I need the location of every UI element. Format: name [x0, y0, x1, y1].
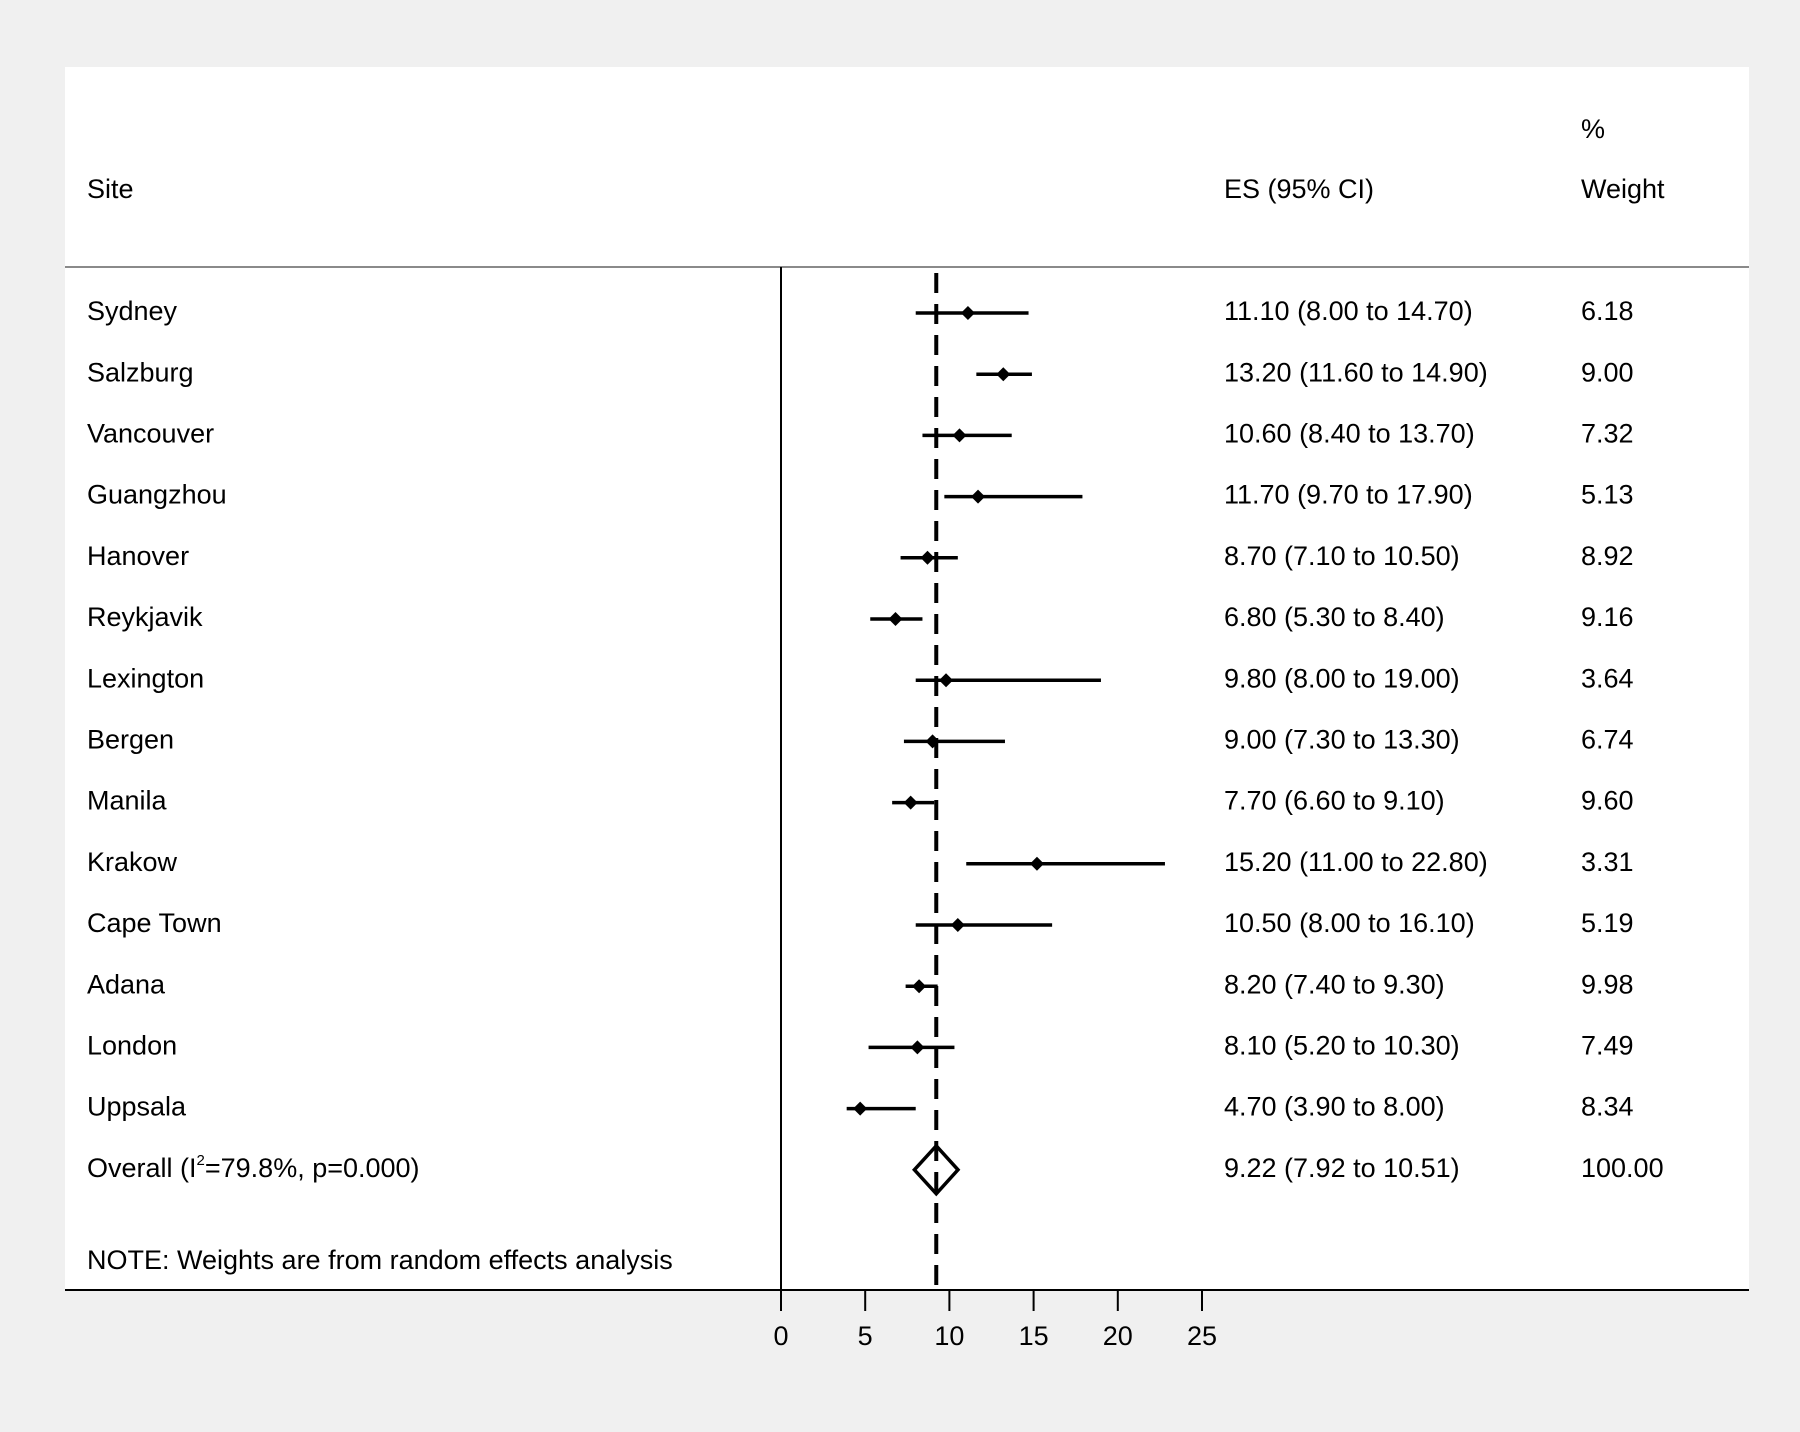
x-tick-label: 15: [1019, 1321, 1049, 1351]
site-label: Krakow: [87, 847, 178, 877]
es-label: 4.70 (3.90 to 8.00): [1224, 1092, 1445, 1122]
header-site: Site: [87, 174, 134, 204]
plot-panel: [65, 67, 1749, 1290]
es-point: [888, 612, 903, 626]
weight-label: 6.18: [1581, 296, 1634, 326]
weight-label: 7.32: [1581, 419, 1634, 449]
es-label: 9.00 (7.30 to 13.30): [1224, 725, 1460, 755]
es-label: 8.20 (7.40 to 9.30): [1224, 969, 1445, 999]
overall-diamond: [912, 1143, 961, 1197]
es-label: 10.60 (8.40 to 13.70): [1224, 419, 1475, 449]
weight-label: 7.49: [1581, 1031, 1634, 1061]
site-label: Hanover: [87, 541, 189, 571]
es-point: [950, 918, 965, 932]
es-point: [912, 979, 927, 994]
es-point: [903, 795, 918, 810]
es-point: [952, 428, 967, 443]
header-es: ES (95% CI): [1224, 174, 1374, 204]
weight-label: 3.64: [1581, 663, 1634, 693]
es-point: [853, 1101, 868, 1116]
site-label: Lexington: [87, 663, 204, 693]
site-label: Vancouver: [87, 419, 214, 449]
es-label: 11.10 (8.00 to 14.70): [1224, 296, 1473, 326]
es-label: 10.50 (8.00 to 16.10): [1224, 908, 1475, 938]
site-label: Manila: [87, 786, 168, 816]
note-text: NOTE: Weights are from random effects an…: [87, 1245, 673, 1275]
weight-label: 9.16: [1581, 602, 1634, 632]
es-point: [939, 673, 954, 688]
header-weight-percent: %: [1581, 114, 1605, 144]
weight-label: 9.00: [1581, 357, 1634, 387]
es-label: 15.20 (11.00 to 22.80): [1224, 847, 1488, 877]
es-label: 13.20 (11.60 to 14.90): [1224, 357, 1488, 387]
site-label: Guangzhou: [87, 480, 227, 510]
header-weight: Weight: [1581, 174, 1665, 204]
es-point: [1029, 856, 1044, 871]
overall-label: Overall (I2=79.8%, p=0.000): [87, 1152, 420, 1183]
weight-label: 6.74: [1581, 725, 1634, 755]
es-label: 9.80 (8.00 to 19.00): [1224, 663, 1460, 693]
es-label: 7.70 (6.60 to 9.10): [1224, 786, 1445, 816]
overall-weight-label: 100.00: [1581, 1153, 1664, 1183]
es-point: [996, 367, 1011, 382]
es-point: [920, 550, 935, 565]
es-point: [971, 489, 986, 504]
site-label: Reykjavik: [87, 602, 203, 632]
es-point: [960, 306, 975, 320]
x-tick-label: 25: [1187, 1321, 1217, 1351]
weight-label: 5.13: [1581, 480, 1634, 510]
site-label: Salzburg: [87, 357, 194, 387]
x-tick-label: 10: [934, 1321, 964, 1351]
overall-es-label: 9.22 (7.92 to 10.51): [1224, 1153, 1460, 1183]
weight-label: 8.34: [1581, 1092, 1634, 1122]
x-tick-label: 0: [773, 1321, 788, 1351]
weight-label: 9.60: [1581, 786, 1634, 816]
site-label: Uppsala: [87, 1092, 187, 1122]
es-label: 11.70 (9.70 to 17.90): [1224, 480, 1473, 510]
x-tick-label: 5: [858, 1321, 873, 1351]
es-label: 6.80 (5.30 to 8.40): [1224, 602, 1445, 632]
site-label: London: [87, 1031, 177, 1061]
weight-label: 8.92: [1581, 541, 1634, 571]
weight-label: 9.98: [1581, 969, 1634, 999]
weight-label: 3.31: [1581, 847, 1634, 877]
x-tick-label: 20: [1103, 1321, 1133, 1351]
site-label: Adana: [87, 969, 166, 999]
site-label: Cape Town: [87, 908, 222, 938]
site-label: Sydney: [87, 296, 178, 326]
es-label: 8.70 (7.10 to 10.50): [1224, 541, 1460, 571]
weight-label: 5.19: [1581, 908, 1634, 938]
es-label: 8.10 (5.20 to 10.30): [1224, 1031, 1460, 1061]
site-label: Bergen: [87, 725, 174, 755]
es-point: [910, 1040, 925, 1055]
